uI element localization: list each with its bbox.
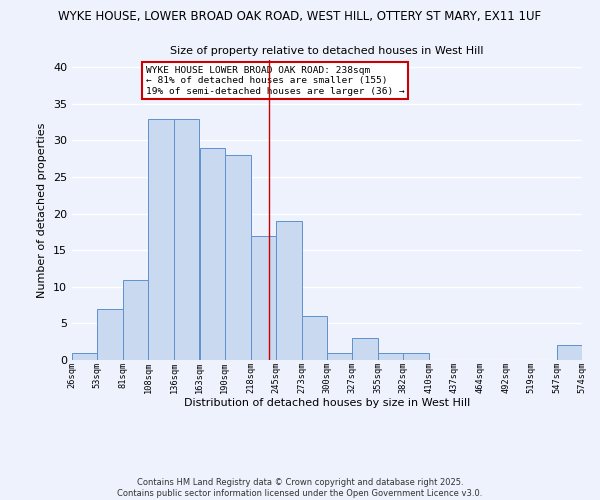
Bar <box>148 118 175 360</box>
Text: WYKE HOUSE LOWER BROAD OAK ROAD: 238sqm
← 81% of detached houses are smaller (15: WYKE HOUSE LOWER BROAD OAK ROAD: 238sqm … <box>146 66 404 96</box>
Bar <box>72 352 97 360</box>
Bar <box>251 236 276 360</box>
Bar <box>276 221 302 360</box>
Bar <box>199 148 224 360</box>
Bar <box>302 316 327 360</box>
Bar <box>97 309 123 360</box>
Text: WYKE HOUSE, LOWER BROAD OAK ROAD, WEST HILL, OTTERY ST MARY, EX11 1UF: WYKE HOUSE, LOWER BROAD OAK ROAD, WEST H… <box>58 10 542 23</box>
Bar <box>224 155 251 360</box>
Bar <box>403 352 430 360</box>
Bar <box>378 352 403 360</box>
Bar <box>175 118 199 360</box>
Bar <box>352 338 378 360</box>
Text: Contains HM Land Registry data © Crown copyright and database right 2025.
Contai: Contains HM Land Registry data © Crown c… <box>118 478 482 498</box>
Y-axis label: Number of detached properties: Number of detached properties <box>37 122 47 298</box>
Bar <box>327 352 352 360</box>
X-axis label: Distribution of detached houses by size in West Hill: Distribution of detached houses by size … <box>184 398 470 408</box>
Title: Size of property relative to detached houses in West Hill: Size of property relative to detached ho… <box>170 46 484 56</box>
Bar <box>123 280 148 360</box>
Bar <box>557 346 582 360</box>
